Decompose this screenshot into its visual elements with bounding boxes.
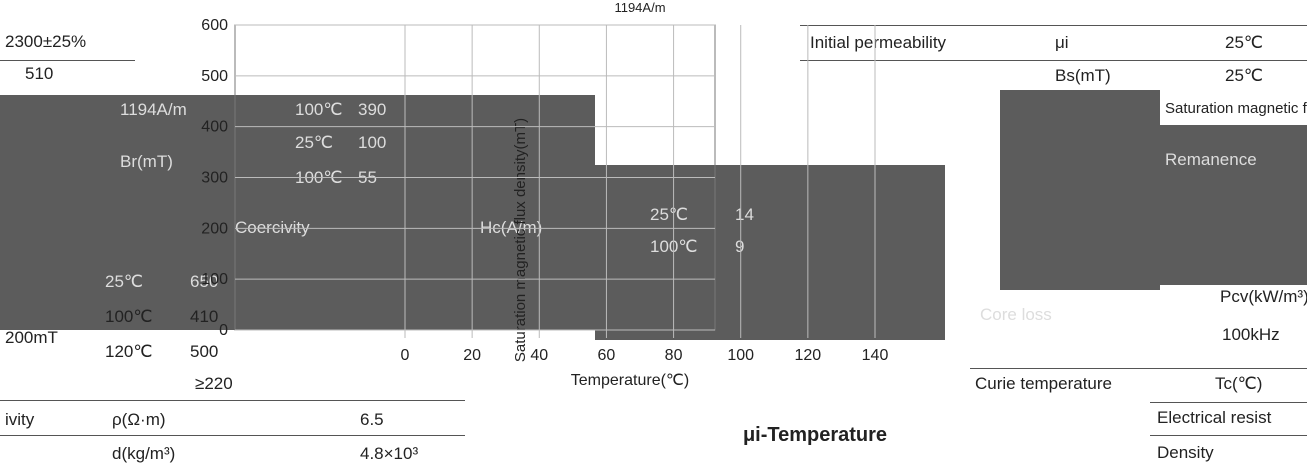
cell: Curie temperature: [975, 374, 1113, 393]
cell: 410: [190, 307, 219, 326]
rule: [800, 60, 1307, 61]
cell: 25℃: [1225, 33, 1264, 52]
cell: 100: [358, 133, 387, 152]
cell: ivity: [5, 410, 35, 429]
rule: [0, 400, 465, 401]
annotation: 1194A/m: [614, 0, 665, 15]
x-tick-label: 0: [401, 347, 410, 364]
x-tick-label: 120: [795, 347, 822, 364]
cell: 100℃: [105, 307, 153, 326]
cell: 25℃: [105, 272, 144, 291]
cell: 4.8×10³: [360, 444, 419, 463]
rule: [800, 25, 1307, 26]
cell: 100℃: [295, 100, 343, 119]
block: [0, 95, 595, 330]
cell: Bs(mT): [1055, 66, 1111, 85]
cell: ≥220: [195, 374, 233, 393]
y-tick-label: 500: [201, 68, 228, 85]
y-tick-label: 100: [201, 271, 228, 288]
cell: 1194A/m: [120, 100, 187, 119]
rule: [0, 435, 465, 436]
cell: Initial permeability: [810, 33, 947, 52]
x-tick-label: 140: [862, 347, 889, 364]
cell: Core loss: [980, 305, 1052, 324]
cell: 390: [358, 100, 387, 119]
y-tick-label: 300: [201, 170, 228, 187]
y-tick-label: 600: [201, 17, 228, 34]
x-tick-label: 80: [665, 347, 683, 364]
cell: 120℃: [105, 342, 153, 361]
rule: [1150, 402, 1307, 403]
cell: Pcv(kW/m³): [1220, 287, 1307, 306]
x-axis-label: Temperature(℃): [571, 372, 689, 389]
rule: [970, 368, 1307, 369]
rule: [1150, 435, 1307, 436]
cell: Saturation magnetic flux density: [1165, 100, 1307, 117]
cell: 9: [735, 237, 745, 256]
cell: 200mT: [5, 328, 58, 347]
cell: Tc(℃): [1215, 374, 1263, 393]
y-tick-label: 200: [201, 220, 228, 237]
cell: Electrical resist: [1157, 408, 1272, 427]
cell: d(kg/m³): [112, 444, 176, 463]
cell: μi: [1055, 33, 1069, 52]
chart-title: μi-Temperature: [743, 424, 887, 446]
cell: ρ(Ω·m): [112, 410, 166, 429]
x-tick-label: 60: [598, 347, 616, 364]
x-tick-label: 20: [463, 347, 481, 364]
cell: 650: [190, 272, 219, 291]
x-tick-label: 40: [530, 347, 548, 364]
cell: Br(mT): [120, 152, 173, 171]
rule: [0, 60, 135, 61]
cell: 100kHz: [1222, 325, 1280, 344]
cell: Remanence: [1165, 150, 1257, 169]
cell: 14: [735, 205, 754, 224]
cell: Density: [1157, 443, 1214, 462]
cell: 510: [25, 64, 54, 83]
x-tick-label: 100: [727, 347, 754, 364]
cell: 2300±25%: [5, 32, 87, 51]
block: [595, 165, 945, 340]
y-tick-label: 0: [219, 322, 228, 339]
cell: 25℃: [295, 133, 334, 152]
y-tick-label: 400: [201, 119, 228, 136]
cell: Coercivity: [235, 218, 310, 237]
block: [1160, 125, 1307, 285]
cell: 6.5: [360, 410, 384, 429]
cell: Hc(A/m): [480, 218, 543, 237]
cell: 25℃: [1225, 66, 1264, 85]
block: [1000, 90, 1160, 290]
cell: 25℃: [650, 205, 689, 224]
y-axis-label: Saturation magnetic flux density(mT): [512, 118, 529, 362]
cell: 500: [190, 342, 219, 361]
